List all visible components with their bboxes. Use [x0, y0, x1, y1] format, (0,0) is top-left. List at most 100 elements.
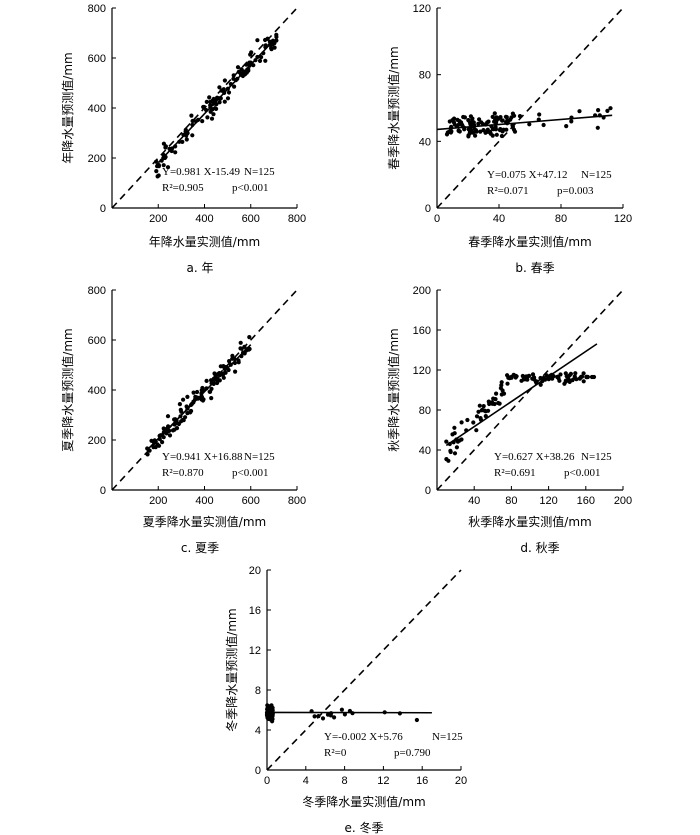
data-point [454, 445, 459, 450]
x-tick-label: 160 [577, 495, 595, 507]
data-point [217, 378, 222, 383]
data-point [190, 133, 195, 138]
data-point [209, 378, 214, 383]
data-point [474, 129, 479, 134]
data-point [477, 117, 482, 122]
data-point [233, 369, 238, 374]
data-point [608, 106, 613, 111]
regression-line [146, 344, 252, 452]
r-squared: R²=0 [324, 747, 347, 759]
regression-line [436, 114, 613, 131]
panel-c: 0 200 400 600 800 200 400 600 800 Y=0.941 X+16.88… [60, 285, 306, 555]
y-axis-title: 夏季降水量预测值/mm [60, 328, 75, 451]
data-point [209, 386, 214, 391]
data-point [316, 714, 321, 719]
x-tick-label: 200 [614, 495, 632, 507]
x-tick-label: 600 [242, 213, 260, 225]
y-tick-label: 0 [255, 765, 261, 777]
data-point [222, 99, 227, 104]
data-point [226, 90, 232, 95]
panel-b: 0 40 80 120 0 40 80 120 Y=0.075 X+47.12 N=125 R²=0… [386, 3, 632, 275]
data-point [530, 376, 535, 381]
data-point [471, 420, 476, 425]
y-tick-label: 200 [88, 153, 106, 165]
regression-equation: Y=0.981 X-15.49 [162, 166, 241, 178]
data-point [160, 440, 165, 445]
one-to-one-line [111, 289, 298, 491]
sample-size: N=125 [432, 731, 463, 743]
data-point [462, 115, 467, 120]
data-point [467, 130, 473, 135]
data-point [332, 715, 337, 720]
data-point [177, 402, 182, 407]
data-point [533, 380, 539, 385]
data-point [563, 371, 568, 376]
x-tick-label: 16 [416, 775, 428, 787]
x-axis-title: 秋季降水量实测值/mm [468, 514, 591, 529]
data-point [468, 114, 473, 119]
data-point [448, 448, 453, 453]
data-point [478, 129, 483, 134]
p-value: p<0.001 [564, 467, 600, 479]
data-point [569, 119, 574, 124]
data-point [481, 404, 486, 409]
data-point [190, 118, 195, 124]
data-point [201, 104, 206, 110]
data-point [570, 378, 575, 383]
data-point [493, 116, 498, 121]
y-axis-title: 秋季降水量预测值/mm [386, 328, 401, 451]
p-value: p<0.001 [232, 182, 268, 194]
x-tick-label: 800 [288, 213, 306, 225]
data-point [474, 414, 480, 419]
data-point [482, 408, 487, 413]
data-point [204, 378, 209, 383]
data-point [499, 133, 504, 139]
data-point [163, 145, 168, 150]
panel-caption: c. 夏季 [181, 541, 219, 555]
panel-d: 0 40 80 120 160 200 40 80 120 160 200 Y=0.627 X+38.… [386, 285, 632, 555]
y-tick-label: 400 [88, 103, 106, 115]
data-point [235, 65, 241, 70]
data-point [339, 707, 344, 712]
x-tick-label: 12 [377, 775, 389, 787]
data-point [452, 116, 457, 121]
data-point [546, 377, 551, 382]
data-point [474, 428, 479, 433]
data-point [584, 374, 589, 380]
data-point [274, 32, 279, 38]
x-tick-label: 800 [288, 495, 306, 507]
data-point [509, 375, 514, 380]
data-point [227, 359, 232, 364]
data-point [230, 356, 235, 361]
x-tick-label: 120 [614, 213, 632, 225]
data-point [247, 335, 252, 340]
data-point [556, 376, 561, 381]
data-point [217, 100, 222, 105]
data-point [214, 372, 219, 377]
y-tick-label: 40 [419, 136, 431, 148]
data-point [191, 390, 196, 395]
r-squared: R²=0.905 [162, 182, 204, 194]
panel-e: 0 4 8 12 16 20 0 4 8 12 16 20 Y=-0.002 X+5.76 N=125 R²… [224, 565, 467, 835]
data-point [269, 707, 274, 712]
data-point [523, 374, 529, 379]
data-point [483, 414, 488, 419]
data-point [537, 112, 542, 117]
regression-line [157, 39, 275, 164]
data-point [483, 130, 488, 135]
y-axis-title: 年降水量预测值/mm [60, 52, 75, 163]
y-tick-label: 20 [249, 565, 261, 577]
data-point [447, 119, 452, 124]
data-point [452, 425, 457, 430]
x-tick-label: 40 [493, 213, 505, 225]
x-tick-label: 40 [468, 495, 480, 507]
sample-size: N=125 [581, 451, 612, 463]
x-axis-title: 夏季降水量实测值/mm [143, 514, 266, 529]
y-tick-label: 12 [249, 645, 261, 657]
y-tick-label: 200 [413, 285, 431, 297]
data-point [193, 394, 198, 399]
data-point [490, 400, 495, 405]
data-point [456, 128, 461, 133]
y-tick-label: 8 [255, 685, 261, 697]
